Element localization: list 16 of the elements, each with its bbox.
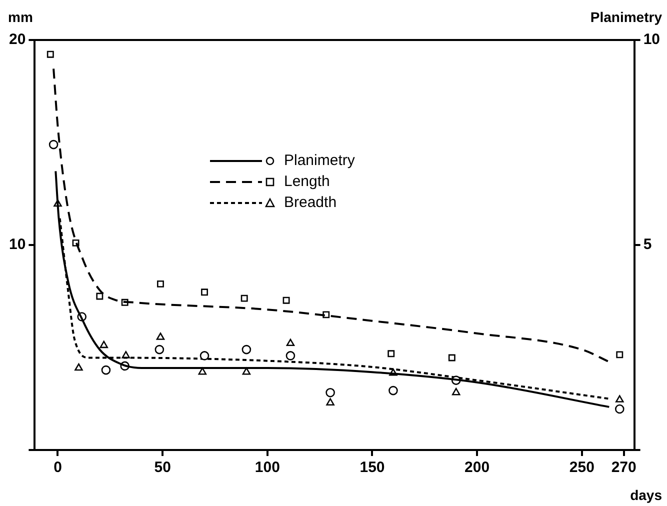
x-tick-label: 270	[611, 459, 636, 476]
y2-axis-title: Planimetry	[590, 9, 662, 25]
y2-tick-label: 10	[643, 31, 660, 48]
x-tick-label: 50	[154, 459, 171, 476]
x-tick-label: 150	[360, 459, 385, 476]
x-tick-label: 250	[569, 459, 594, 476]
legend-label: Length	[284, 172, 330, 192]
x-tick-label: 100	[254, 459, 280, 476]
legend-label: Planimetry	[284, 151, 355, 171]
y2-tick-label: 5	[643, 236, 652, 254]
y-axis-title: mm	[8, 9, 33, 25]
y-tick-label: 20	[8, 31, 26, 48]
legend-label: Breadth	[284, 193, 337, 213]
x-axis-title: days	[630, 487, 662, 503]
x-tick-label: 0	[54, 459, 62, 476]
x-tick-label: 200	[464, 459, 490, 476]
